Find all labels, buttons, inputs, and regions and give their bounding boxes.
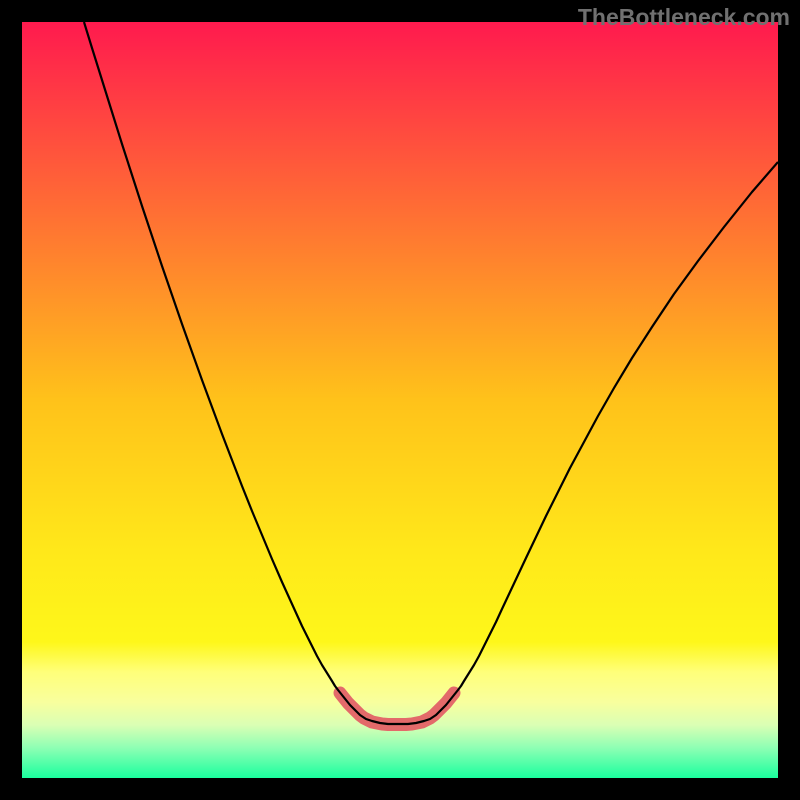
plot-area (22, 22, 778, 778)
chart-frame: TheBottleneck.com (0, 0, 800, 800)
chart-svg (22, 22, 778, 778)
watermark-text: TheBottleneck.com (578, 4, 790, 31)
gradient-background (22, 22, 778, 778)
